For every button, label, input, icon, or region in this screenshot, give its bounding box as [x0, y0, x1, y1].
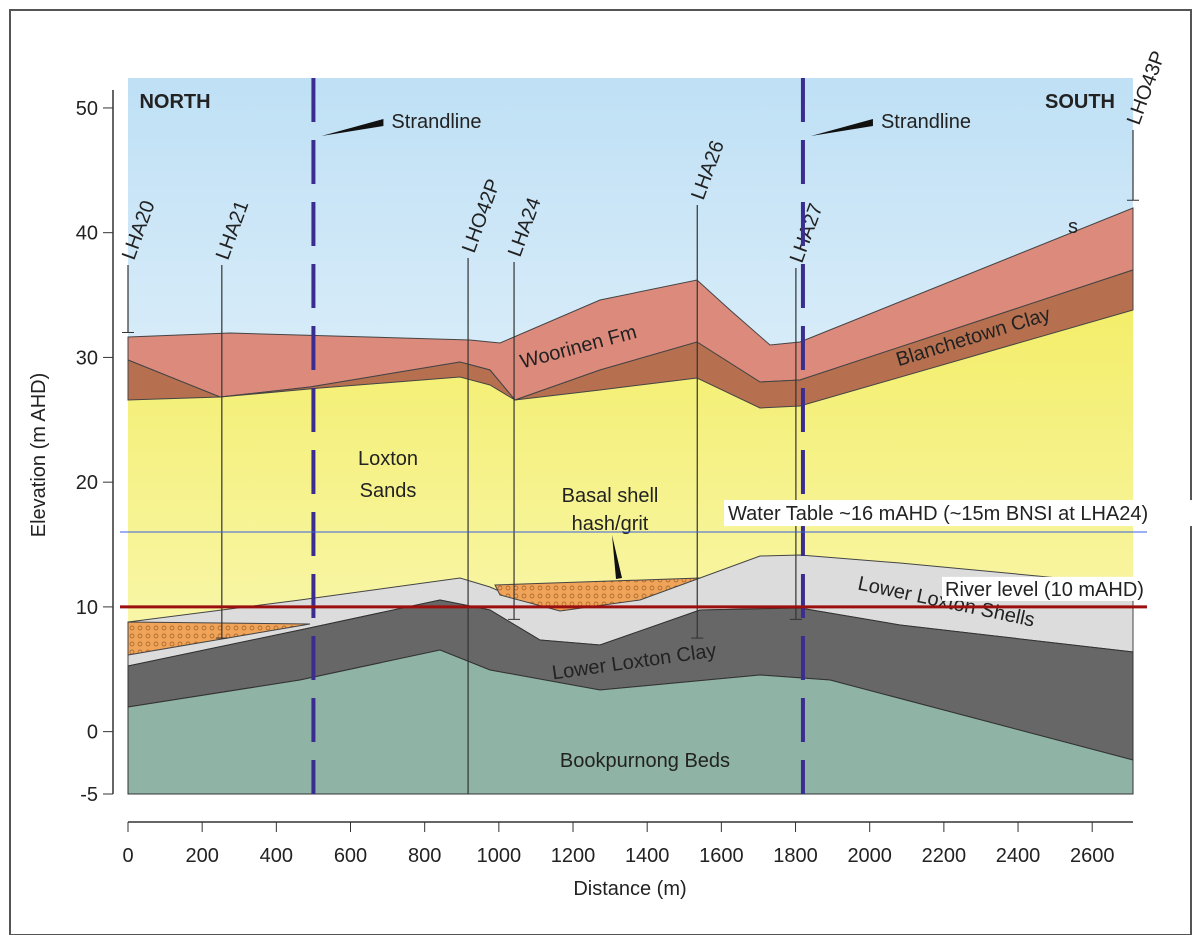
y-tick-label: 10	[76, 597, 98, 619]
x-tick-label: 1800	[773, 845, 818, 867]
y-axis-title: Elevation (m AHD)	[28, 373, 50, 538]
x-tick-label: 400	[260, 845, 293, 867]
x-tick-label: 2000	[847, 845, 892, 867]
surface-note: s	[1068, 216, 1078, 238]
x-tick-label: 1600	[699, 845, 744, 867]
figure: NORTH SOUTH Woorinen Fm Blanchetown Clay…	[0, 0, 1201, 935]
x-tick-label: 1400	[625, 845, 670, 867]
x-tick-label: 1000	[477, 845, 522, 867]
direction-label: SOUTH	[1045, 91, 1115, 113]
x-tick-label: 600	[334, 845, 367, 867]
x-tick-label: 0	[122, 845, 133, 867]
layer-label: Bookpurnong Beds	[560, 750, 730, 772]
x-tick-label: 2200	[922, 845, 967, 867]
river-level-label: River level (10 mAHD)	[945, 579, 1144, 601]
x-axis-title: Distance (m)	[573, 878, 686, 900]
x-tick-label: 2400	[996, 845, 1041, 867]
y-tick-label: 40	[76, 223, 98, 245]
layer-label: Basal shell	[562, 485, 659, 507]
y-tick-label: 30	[76, 347, 98, 369]
x-tick-label: 200	[185, 845, 218, 867]
layer-label: Loxton	[358, 448, 418, 470]
water-table-label: Water Table ~16 mAHD (~15m BNSI at LHA24…	[728, 503, 1148, 525]
y-tick-label: 20	[76, 472, 98, 494]
strandline-label: Strandline	[881, 111, 971, 133]
layer-label: Sands	[360, 480, 417, 502]
y-tick-label: 0	[87, 722, 98, 744]
x-tick-label: 2600	[1070, 845, 1115, 867]
direction-label: NORTH	[139, 91, 210, 113]
x-tick-label: 800	[408, 845, 441, 867]
strandline-label: Strandline	[391, 111, 481, 133]
y-tick-label: 50	[76, 98, 98, 120]
y-tick-label: -5	[80, 784, 98, 806]
x-tick-label: 1200	[551, 845, 596, 867]
